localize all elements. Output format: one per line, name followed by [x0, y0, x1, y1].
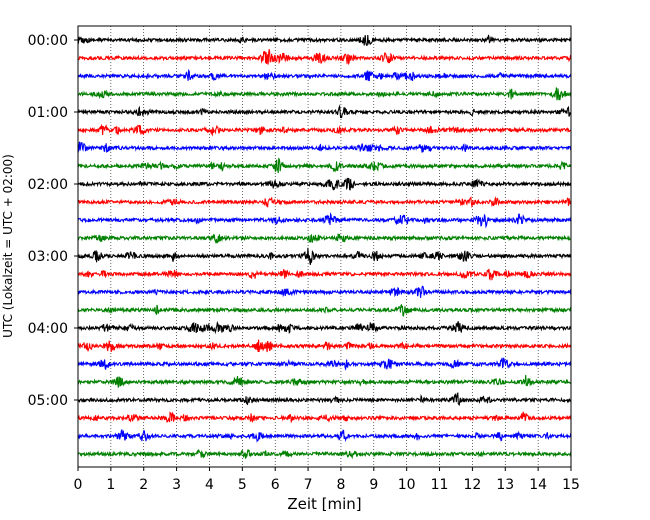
y-tick-label: 04:00	[28, 321, 68, 337]
trace-0430	[77, 357, 572, 371]
trace-0445	[77, 374, 572, 388]
trace-0000	[77, 34, 572, 46]
y-tick-label: 03:00	[28, 249, 68, 265]
x-tick-label: 2	[139, 477, 148, 493]
x-tick-label: 9	[369, 477, 378, 493]
trace-0200	[77, 177, 572, 192]
y-axis-label: UTC (Lokalzeit = UTC + 02:00)	[1, 154, 15, 338]
trace-0230	[77, 212, 572, 229]
x-tick-label: 14	[529, 477, 547, 493]
trace-0400	[77, 320, 572, 335]
trace-0315	[77, 268, 572, 281]
y-tick-label: 02:00	[28, 177, 68, 193]
trace-0415	[77, 339, 572, 353]
y-tick-label: 05:00	[28, 393, 68, 409]
y-tick-label: 00:00	[28, 33, 68, 49]
x-tick-label: 7	[304, 477, 313, 493]
trace-0145	[77, 157, 572, 174]
trace-0100	[77, 104, 572, 119]
x-tick-label: 5	[238, 477, 247, 493]
plot-frame	[77, 25, 572, 468]
trace-0215	[77, 195, 572, 209]
trace-0045	[77, 87, 572, 101]
x-tick-label: 13	[496, 477, 514, 493]
seismic-traces	[77, 34, 572, 460]
trace-0515	[77, 411, 572, 424]
x-tick-label: 3	[172, 477, 181, 493]
x-tick-label: 6	[271, 477, 280, 493]
trace-0530	[77, 428, 572, 443]
x-tick-label: 11	[431, 477, 449, 493]
x-axis-label: Zeit [min]	[287, 495, 361, 513]
trace-0030	[77, 68, 572, 82]
trace-0245	[77, 233, 572, 245]
trace-0130	[77, 141, 572, 153]
trace-0500	[77, 392, 572, 407]
x-tick-label: 12	[463, 477, 481, 493]
trace-0330	[77, 285, 572, 298]
x-tick-label: 1	[106, 477, 115, 493]
trace-0545	[77, 448, 572, 460]
x-axis-ticks: 0 1 2 3 4 5 6 7 8 9 10 11 12 13 14 15	[74, 467, 580, 493]
y-axis-ticks: 00:00 01:00 02:00 03:00 04:00 05:00	[28, 33, 78, 409]
trace-0115	[77, 123, 572, 137]
trace-0345	[77, 303, 572, 317]
x-tick-label: 10	[398, 477, 416, 493]
trace-0015	[77, 49, 572, 66]
x-tick-label: 8	[336, 477, 345, 493]
x-tick-label: 0	[74, 477, 83, 493]
x-tick-label: 15	[562, 477, 580, 493]
trace-0300	[77, 247, 572, 265]
x-tick-label: 4	[205, 477, 214, 493]
y-tick-label: 01:00	[28, 105, 68, 121]
